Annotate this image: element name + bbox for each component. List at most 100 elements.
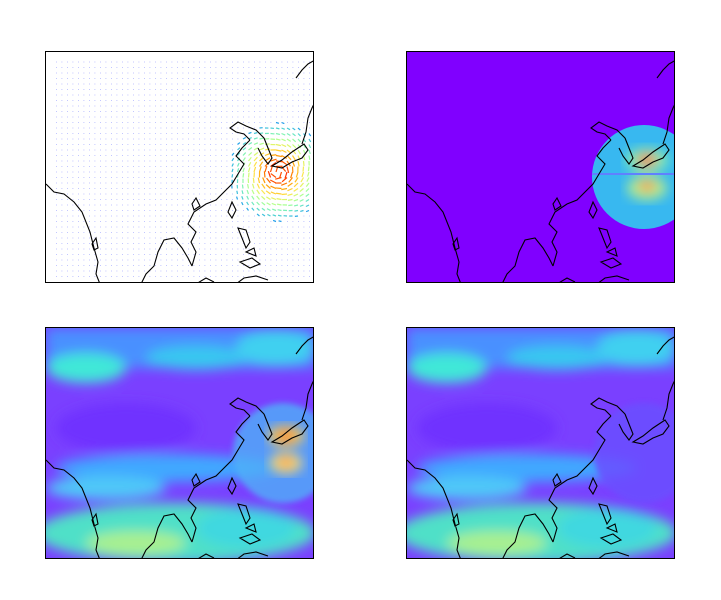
wind-vector bbox=[242, 173, 245, 178]
wind-vector bbox=[287, 187, 293, 192]
wind-vector bbox=[297, 149, 301, 155]
wind-vector bbox=[281, 121, 285, 125]
wind-vector bbox=[253, 142, 259, 146]
wind-vector bbox=[262, 177, 266, 184]
wind-vector bbox=[251, 195, 255, 200]
wind-vector bbox=[246, 207, 249, 211]
wind-vector bbox=[288, 177, 293, 183]
wind-vector bbox=[237, 152, 241, 156]
wind-vector bbox=[247, 161, 252, 167]
wind-vector bbox=[281, 132, 286, 136]
wind-vector bbox=[242, 136, 247, 140]
coastline bbox=[46, 59, 313, 282]
wind-vector bbox=[248, 151, 253, 156]
wind-vector bbox=[297, 133, 301, 137]
wind-vector bbox=[248, 147, 253, 151]
wind-vector bbox=[306, 177, 310, 182]
wind-vector bbox=[294, 177, 299, 183]
wind-vector bbox=[241, 196, 244, 200]
wind-vector bbox=[269, 165, 273, 173]
wind-vector bbox=[247, 167, 251, 173]
vortex-removed-region bbox=[594, 403, 674, 503]
wind-vector bbox=[242, 167, 245, 173]
wind-vector bbox=[286, 155, 292, 161]
wind-vector bbox=[237, 147, 241, 151]
wind-vector bbox=[299, 182, 304, 188]
quiver-plot bbox=[46, 59, 313, 282]
wind-vector bbox=[292, 127, 296, 131]
wind-vector bbox=[301, 171, 305, 178]
wind-vector bbox=[246, 184, 250, 189]
wind-vector bbox=[259, 137, 264, 140]
wind-vector bbox=[259, 152, 265, 157]
wind-vector bbox=[300, 177, 305, 183]
wind-vector bbox=[236, 196, 239, 200]
wind-vector bbox=[295, 171, 299, 178]
wind-vector bbox=[297, 144, 302, 149]
wind-vector bbox=[297, 127, 301, 131]
background-speed-field bbox=[407, 328, 674, 558]
wind-vector bbox=[299, 193, 304, 197]
wind-vector bbox=[308, 149, 311, 155]
wind-vector bbox=[248, 131, 252, 135]
wind-vector bbox=[236, 168, 240, 173]
wind-vector bbox=[275, 176, 282, 180]
speed-field-blobs bbox=[407, 328, 674, 558]
wind-vector bbox=[299, 204, 304, 207]
wind-vector bbox=[287, 182, 293, 187]
wind-vector bbox=[302, 160, 305, 167]
wind-vector bbox=[253, 132, 258, 135]
wind-vector bbox=[308, 138, 312, 143]
wind-vector bbox=[300, 209, 304, 213]
wind-vector bbox=[305, 209, 310, 213]
wind-vector bbox=[292, 144, 297, 149]
vortex-overlay bbox=[233, 403, 313, 503]
wind-vector bbox=[270, 158, 277, 162]
wind-vector bbox=[270, 185, 277, 190]
background-speed-map-panel bbox=[406, 327, 675, 559]
wind-vector bbox=[237, 142, 241, 145]
wind-vector bbox=[281, 160, 288, 166]
wind-vector-map-panel bbox=[45, 51, 314, 283]
wind-vector bbox=[307, 166, 310, 172]
wind-vector bbox=[253, 166, 257, 173]
wind-vector bbox=[261, 213, 266, 217]
wind-vector bbox=[287, 198, 293, 201]
wind-vector bbox=[242, 157, 246, 162]
wind-vector bbox=[305, 182, 310, 187]
wind-vector bbox=[264, 165, 268, 173]
wind-vector bbox=[281, 143, 287, 148]
wind-vector bbox=[265, 184, 271, 189]
wind-vector bbox=[261, 195, 266, 200]
wind-vector bbox=[305, 188, 310, 192]
wind-vector bbox=[248, 156, 252, 162]
wind-vector bbox=[270, 173, 277, 178]
wind-vector bbox=[247, 172, 250, 178]
wind-vector bbox=[293, 193, 299, 197]
wind-vector bbox=[307, 171, 310, 177]
wind-vector bbox=[284, 171, 288, 179]
vortex-speed-map-panel bbox=[406, 51, 675, 283]
wind-vector bbox=[275, 127, 280, 130]
wind-vector bbox=[264, 152, 271, 157]
wind-vector bbox=[236, 157, 241, 162]
wind-vector bbox=[275, 121, 280, 124]
wind-vector bbox=[297, 138, 302, 143]
wind-vector bbox=[231, 168, 234, 173]
wind-vector bbox=[299, 198, 304, 202]
wind-vector bbox=[231, 163, 234, 167]
wind-vector bbox=[257, 177, 261, 184]
wind-vector bbox=[279, 171, 283, 179]
total-speed-field bbox=[46, 328, 313, 558]
wind-vector bbox=[286, 127, 291, 131]
wind-vector bbox=[253, 152, 259, 156]
wind-vector bbox=[263, 171, 266, 178]
wind-vector bbox=[266, 196, 271, 201]
wind-vector bbox=[281, 138, 286, 142]
wind-vector bbox=[253, 156, 258, 162]
wind-vector bbox=[251, 183, 255, 189]
wind-vector bbox=[302, 144, 307, 149]
wind-vector bbox=[272, 219, 277, 223]
wind-vector bbox=[241, 201, 244, 206]
wind-vector bbox=[276, 198, 282, 201]
